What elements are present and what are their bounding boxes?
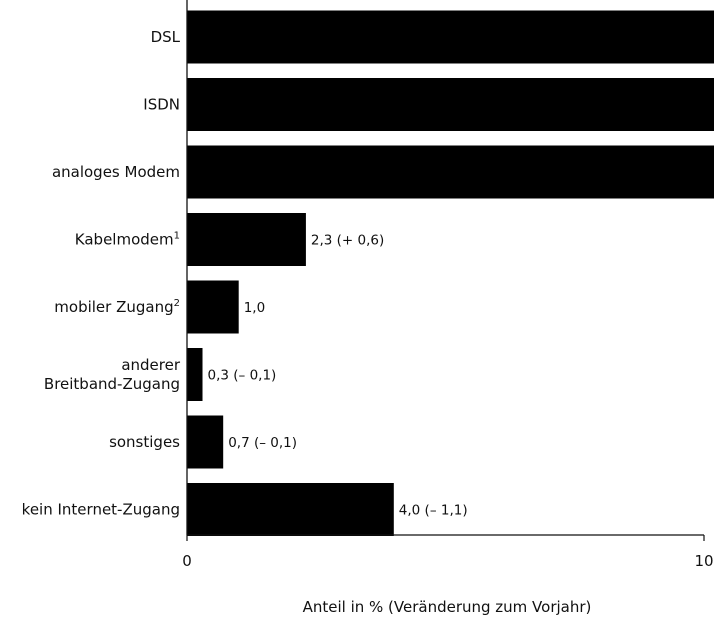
category-label: Kabelmodem1 bbox=[75, 231, 180, 249]
bar bbox=[187, 348, 203, 401]
bar bbox=[187, 213, 306, 266]
bar bbox=[187, 483, 394, 536]
category-label: analoges Modem bbox=[52, 163, 180, 181]
bar bbox=[187, 78, 714, 131]
value-label: 0,3 (– 0,1) bbox=[208, 368, 277, 384]
bar bbox=[187, 10, 714, 64]
bar bbox=[187, 415, 224, 469]
bar bbox=[187, 280, 239, 334]
axes bbox=[186, 0, 704, 536]
value-label: 4,0 (– 1,1) bbox=[399, 503, 468, 519]
category-label: anderer bbox=[121, 356, 181, 374]
x-tick-label: 0 bbox=[182, 552, 192, 570]
category-label: mobiler Zugang2 bbox=[54, 298, 180, 316]
value-label: 2,3 (+ 0,6) bbox=[311, 233, 384, 249]
category-label: kein Internet-Zugang bbox=[22, 501, 180, 519]
bars-layer bbox=[187, 10, 714, 536]
value-label: 0,7 (– 0,1) bbox=[228, 435, 297, 451]
category-label: Breitband-Zugang bbox=[44, 375, 180, 393]
category-label: ISDN bbox=[143, 96, 180, 114]
value-labels: 56,9 (+ 11,4)16,6 (– 5,9)14,5 (– 5,7)2,3… bbox=[208, 233, 468, 519]
category-labels: DSL ISDN analoges Modem Kabelmodem1 mobiler … bbox=[22, 28, 181, 519]
value-label: 1,0 bbox=[244, 300, 265, 316]
bar bbox=[187, 145, 714, 199]
x-axis-ticks: 0102030405060 bbox=[182, 535, 714, 570]
x-tick-label: 10 bbox=[694, 552, 713, 570]
x-axis-title: Anteil in % (Veränderung zum Vorjahr) bbox=[303, 598, 592, 616]
category-label: DSL bbox=[151, 28, 181, 46]
category-label: sonstiges bbox=[109, 433, 180, 451]
